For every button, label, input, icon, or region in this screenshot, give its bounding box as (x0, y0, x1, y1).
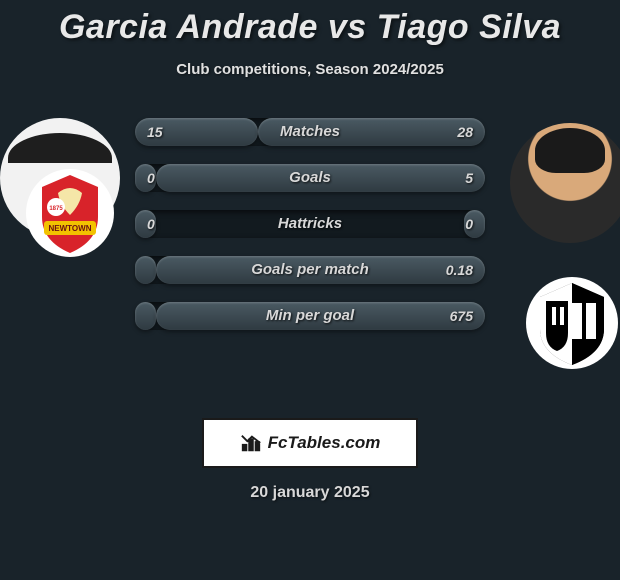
bar-value-left: 0 (147, 210, 155, 238)
stat-bar: Matches15 28 (135, 118, 485, 146)
stat-bars: Matches1528Goals05Hattricks00Goals per m… (135, 118, 485, 348)
stats-icon (240, 432, 262, 454)
stat-bar: Goals per match0.18 (135, 256, 485, 284)
svg-text:1875: 1875 (49, 206, 63, 212)
player-photo-icon (510, 123, 620, 243)
newtown-crest-icon: NEWTOWN 1875 (20, 163, 120, 263)
bar-label: Goals per match (135, 256, 485, 284)
bar-label: Hattricks (135, 210, 485, 238)
bar-value-right: 0.18 (446, 256, 473, 284)
bar-value-right: 28 (457, 118, 473, 146)
bar-value-left: 0 (147, 164, 155, 192)
stat-bar: Goals0 5 (135, 164, 485, 192)
club-crest-right (522, 273, 620, 373)
page-subtitle: Club competitions, Season 2024/2025 (0, 47, 620, 78)
stat-bar: Hattricks0 0 (135, 210, 485, 238)
bar-value-right: 675 (450, 302, 473, 330)
svg-text:NEWTOWN: NEWTOWN (49, 224, 92, 233)
club-crest-left: NEWTOWN 1875 (20, 163, 120, 263)
player-right-avatar (510, 123, 620, 243)
bar-label: Min per goal (135, 302, 485, 330)
brand-text: FcTables.com (268, 433, 381, 453)
comparison-panel: NEWTOWN 1875 Matches1528Goals05Hattricks… (0, 108, 620, 388)
bar-value-right: 0 (465, 210, 473, 238)
bar-label: Goals (135, 164, 485, 192)
bar-label: Matches (135, 118, 485, 146)
footer-date: 20 january 2025 (0, 468, 620, 502)
vitoria-crest-icon (522, 273, 620, 373)
brand-badge: FcTables.com (202, 418, 418, 468)
bar-value-right: 5 (465, 164, 473, 192)
bar-value-left: 15 (147, 118, 163, 146)
stat-bar: Min per goal675 (135, 302, 485, 330)
page-title: Garcia Andrade vs Tiago Silva (0, 0, 620, 47)
